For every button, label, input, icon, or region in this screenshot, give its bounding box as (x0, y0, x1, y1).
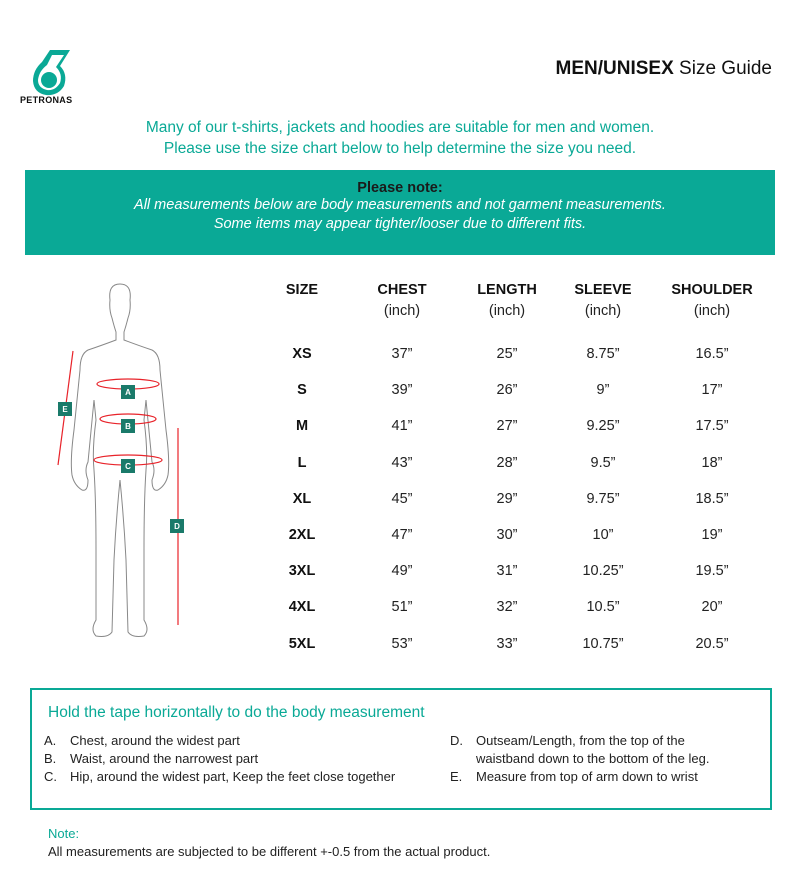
cell-shoulder: 20” (701, 599, 723, 616)
cell-length: 32” (496, 599, 518, 616)
instruction-b: B. Waist, around the narrowest part (44, 751, 259, 766)
title-bold: MEN/UNISEX (555, 58, 674, 79)
cell-shoulder: 19.5” (695, 563, 729, 580)
cell-shoulder: 16.5” (695, 346, 729, 362)
column-unit-length: (inch) (488, 303, 526, 319)
cell-chest: 47” (391, 527, 413, 543)
measurement-instructions-box (30, 688, 772, 810)
footer-note-label: Note: (48, 826, 80, 841)
title-rest: Size Guide (673, 58, 772, 79)
column-header-chest: CHEST (377, 282, 427, 298)
cell-length: 25” (496, 346, 518, 362)
instruction-c: C. Hip, around the widest part, Keep the … (44, 769, 396, 784)
cell-size: 5XL (288, 635, 316, 652)
brand-name: PETRONAS (20, 95, 73, 105)
cell-length: 33” (496, 635, 518, 652)
marker-c: C (125, 462, 131, 471)
cell-length: 30” (496, 527, 518, 543)
cell-length: 29” (496, 490, 518, 507)
note-line: Some items may appear tighter/looser due… (213, 216, 587, 232)
cell-sleeve: 10.75” (582, 635, 624, 652)
intro-line: Please use the size chart below to help … (163, 140, 637, 157)
cell-chest: 39” (391, 382, 413, 399)
petronas-logo-icon (33, 50, 70, 96)
cell-sleeve: 10.25” (582, 563, 624, 580)
cell-chest: 53” (391, 635, 413, 652)
cell-shoulder: 17” (701, 382, 723, 399)
instructions-title: Hold the tape horizontally to do the bod… (48, 704, 425, 721)
cell-chest: 41” (391, 418, 413, 435)
intro-line: Many of our t-shirts, jackets and hoodie… (145, 119, 655, 136)
instruction-d: D. Outseam/Length, from the top of the wai… (450, 733, 710, 766)
footer-note-text: All measurements are subjected to be dif… (48, 844, 491, 859)
cell-shoulder: 18” (701, 454, 723, 471)
body-outline (70, 283, 170, 637)
cell-size: XS (292, 346, 312, 362)
marker-d: D (174, 522, 180, 531)
cell-chest: 51” (391, 599, 413, 616)
cell-sleeve: 10” (592, 527, 614, 543)
column-header-size: SIZE (285, 282, 319, 298)
cell-size: M (295, 418, 309, 435)
cell-length: 28” (496, 454, 518, 471)
note-heading: Please note: (357, 180, 443, 196)
cell-sleeve: 9.5” (590, 454, 616, 471)
cell-sleeve: 9.25” (586, 418, 620, 435)
cell-length: 27” (496, 418, 518, 435)
note-banner: Please note: All measurements below are … (25, 170, 775, 255)
cell-shoulder: 17.5” (695, 418, 729, 435)
column-unit-shoulder: (inch) (693, 303, 731, 319)
intro-text: Many of our t-shirts, jackets and hoodie… (0, 117, 800, 159)
marker-a: A (125, 388, 131, 397)
cell-length: 26” (496, 382, 518, 399)
column-unit-chest: (inch) (383, 303, 421, 319)
cell-size: S (297, 382, 307, 399)
cell-chest: 43” (391, 454, 413, 471)
instruction-a: A. Chest, around the widest part (44, 733, 240, 748)
column-header-shoulder: SHOULDER (671, 282, 753, 298)
marker-b: B (125, 422, 131, 431)
cell-chest: 45” (391, 490, 413, 507)
cell-size: 2XL (288, 527, 316, 543)
cell-size: XL (292, 490, 312, 507)
page-title: MEN/UNISEX Size Guide (556, 58, 772, 80)
cell-length: 31” (496, 563, 518, 580)
cell-shoulder: 18.5” (695, 490, 729, 507)
note-line: All measurements below are body measurem… (134, 197, 666, 213)
measurement-markers (58, 385, 184, 533)
body-measurement-figure: A B C D E (57, 283, 184, 637)
cell-chest: 37” (391, 346, 413, 362)
cell-sleeve: 10.5” (586, 599, 620, 616)
cell-size: 3XL (288, 563, 316, 580)
instruction-e: E. Measure from top of arm down to wrist (450, 769, 698, 784)
cell-size: L (297, 454, 307, 471)
cell-sleeve: 9.75” (586, 490, 620, 507)
column-header-sleeve: SLEEVE (574, 282, 632, 298)
cell-sleeve: 9” (596, 382, 610, 399)
cell-size: 4XL (288, 599, 316, 616)
cell-shoulder: 19” (701, 527, 723, 543)
cell-chest: 49” (391, 563, 413, 580)
column-header-length: LENGTH (477, 282, 537, 298)
marker-e: E (62, 405, 68, 414)
cell-sleeve: 8.75” (586, 346, 620, 362)
cell-shoulder: 20.5” (695, 635, 729, 652)
column-unit-sleeve: (inch) (584, 303, 622, 319)
